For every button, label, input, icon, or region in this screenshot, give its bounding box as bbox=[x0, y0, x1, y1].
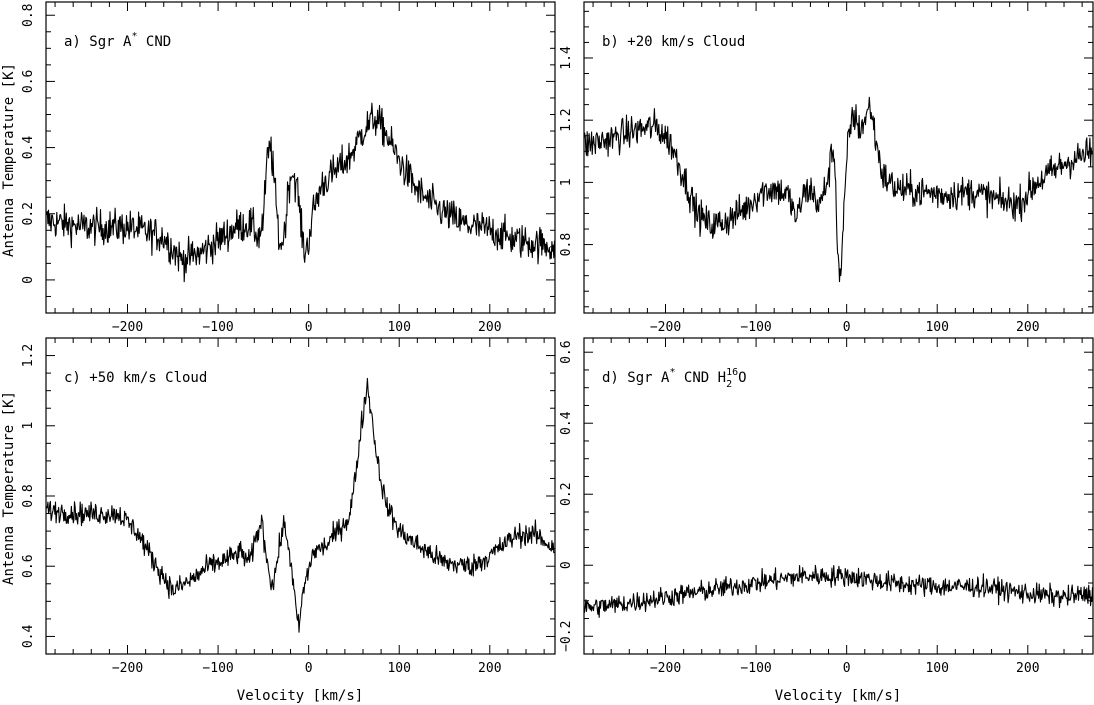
x-tick-label: −100 bbox=[202, 320, 233, 335]
panel-a-title: a) Sgr A* CND bbox=[64, 31, 171, 50]
y-tick-label: −0.2 bbox=[559, 621, 574, 652]
panel-b-spectrum-line bbox=[583, 96, 1094, 283]
panel-a: −200 −100 0 100 200 0 0.2 0.4 0.6 0.8 a) Sgr A* CN… bbox=[21, 1, 556, 335]
panel-d: −200 −100 0 100 200 −0.2 0 0.2 0.4 0.6 d) Sgr A* C… bbox=[559, 337, 1094, 676]
x-tick-label: 200 bbox=[1016, 661, 1039, 676]
y-tick-label: 0.6 bbox=[21, 70, 36, 93]
panel-c-title: c) +50 km/s Cloud bbox=[64, 370, 207, 386]
y-tick-label: 0 bbox=[21, 276, 36, 284]
panel-a-spectrum-line bbox=[45, 102, 556, 283]
y-tick-label: 0.2 bbox=[559, 482, 574, 505]
y-tick-label: 0.2 bbox=[21, 202, 36, 225]
x-tick-label: 0 bbox=[305, 320, 313, 335]
x-tick-label: 200 bbox=[478, 320, 501, 335]
x-tick-label: 0 bbox=[843, 320, 851, 335]
y-tick-label: 1.2 bbox=[21, 344, 36, 367]
y-tick-label: 1.4 bbox=[559, 46, 574, 70]
y-tick-label: 0.6 bbox=[21, 554, 36, 577]
y-axis-label-top: Antenna Temperature [K] bbox=[1, 63, 17, 257]
panel-d-spectrum-line bbox=[583, 564, 1094, 618]
x-tick-label: −200 bbox=[650, 320, 681, 335]
y-tick-label: 0.4 bbox=[21, 136, 36, 160]
y-tick-label: 0.8 bbox=[559, 233, 574, 256]
y-tick-label: 1 bbox=[21, 422, 36, 430]
panel-b-title: b) +20 km/s Cloud bbox=[602, 34, 745, 50]
x-tick-label: 100 bbox=[387, 320, 410, 335]
x-tick-label: −100 bbox=[740, 661, 771, 676]
panel-d-frame bbox=[583, 337, 1094, 655]
y-tick-label: 0.6 bbox=[559, 340, 574, 363]
x-tick-label: 100 bbox=[925, 320, 948, 335]
x-axis-label-right: Velocity [km/s] bbox=[775, 688, 901, 704]
panel-d-title: d) Sgr A* CND H216O bbox=[602, 367, 747, 390]
x-tick-label: 0 bbox=[305, 661, 313, 676]
y-axis-label-bottom: Antenna Temperature [K] bbox=[1, 391, 17, 585]
x-tick-label: 100 bbox=[925, 661, 948, 676]
x-tick-label: 200 bbox=[478, 661, 501, 676]
panel-b: −200 −100 0 100 200 0.8 1 1.2 1.4 b) +20 km/s Clo… bbox=[559, 1, 1094, 335]
y-tick-label: 0.8 bbox=[21, 484, 36, 507]
x-tick-label: −100 bbox=[202, 661, 233, 676]
y-tick-label: 0.8 bbox=[21, 3, 36, 26]
x-tick-label: 100 bbox=[387, 661, 410, 676]
panel-c: −200 −100 0 100 200 0.4 0.6 0.8 1 1.2 c) +50 km/s … bbox=[21, 337, 556, 676]
x-tick-label: 0 bbox=[843, 661, 851, 676]
x-tick-label: 200 bbox=[1016, 320, 1039, 335]
x-axis-label-left: Velocity [km/s] bbox=[237, 688, 363, 704]
panel-a-frame bbox=[45, 1, 556, 314]
panel-b-frame bbox=[583, 1, 1094, 314]
y-tick-label: 1.2 bbox=[559, 108, 574, 131]
y-tick-label: 0.4 bbox=[559, 411, 574, 435]
panel-c-spectrum-line bbox=[45, 377, 555, 633]
y-tick-label: 1 bbox=[559, 178, 574, 186]
y-tick-label: 0 bbox=[559, 561, 574, 569]
y-tick-label: 0.4 bbox=[21, 625, 36, 649]
x-tick-label: −100 bbox=[740, 320, 771, 335]
x-tick-label: −200 bbox=[112, 320, 143, 335]
x-tick-label: −200 bbox=[650, 661, 681, 676]
x-tick-label: −200 bbox=[112, 661, 143, 676]
